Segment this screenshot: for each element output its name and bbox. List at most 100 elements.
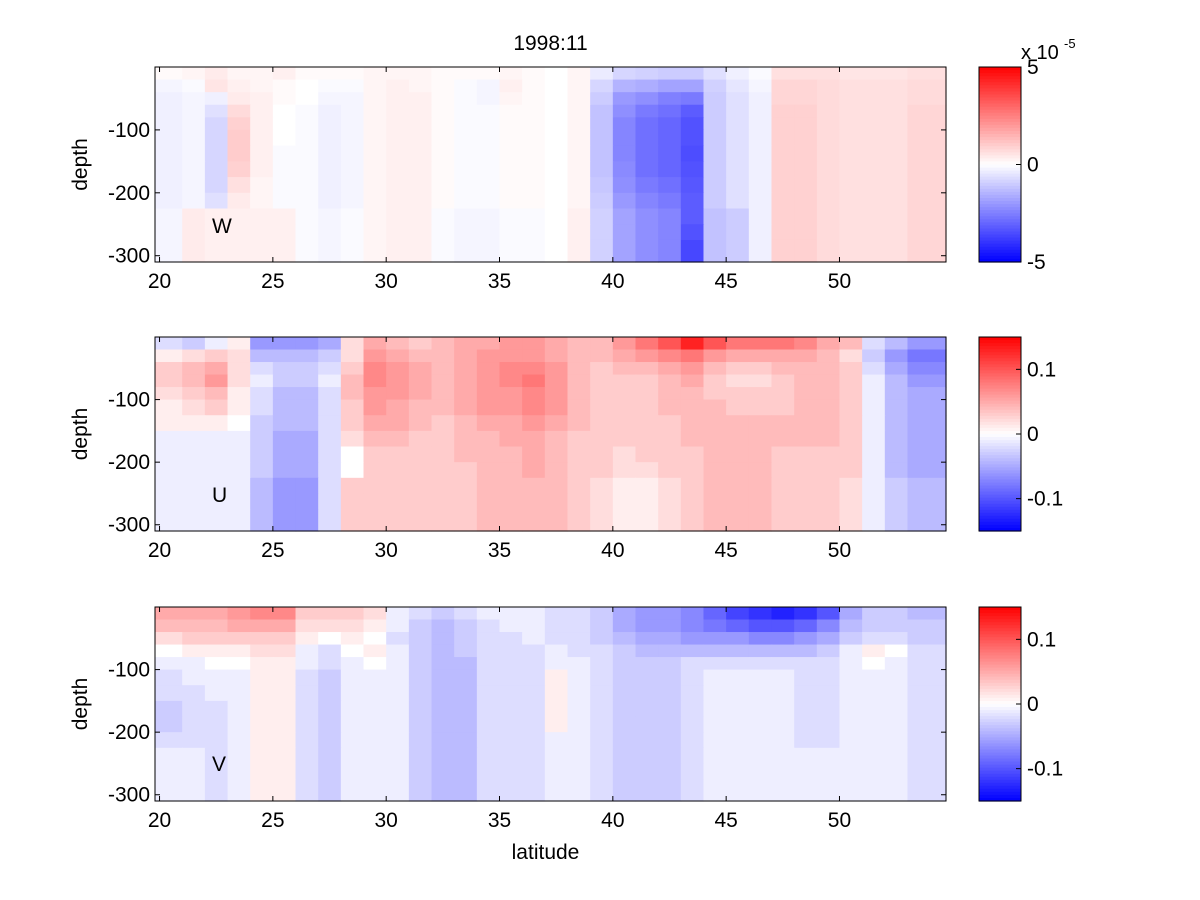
heatmap-cell	[295, 462, 319, 479]
heatmap-cell	[431, 349, 455, 363]
heatmap-cell	[522, 349, 546, 363]
heatmap-cell	[318, 362, 342, 376]
colorbar-segment	[979, 634, 1021, 638]
heatmap-cell	[295, 224, 319, 241]
heatmap-cell	[590, 685, 614, 702]
heatmap-cell	[522, 632, 546, 646]
heatmap-cell	[386, 337, 410, 351]
heatmap-cell	[250, 349, 274, 363]
heatmap-cell	[340, 763, 365, 780]
heatmap-cell	[544, 716, 569, 733]
colorbar-segment	[979, 673, 1021, 678]
heatmap-cell	[499, 779, 523, 802]
heatmap-cell	[431, 387, 455, 401]
heatmap-cell	[386, 632, 410, 646]
heatmap-cell	[340, 430, 365, 448]
heatmap-cell	[590, 387, 614, 401]
heatmap-cell	[318, 337, 342, 351]
heatmap-cell	[703, 779, 727, 802]
heatmap-cell	[726, 493, 750, 510]
heatmap-cell	[182, 619, 206, 633]
colorbar: 0.10-0.1	[978, 336, 1063, 532]
heatmap-cell	[544, 145, 569, 162]
heatmap-cell	[816, 79, 841, 93]
colorbar-segment	[979, 749, 1021, 754]
heatmap-cell	[250, 619, 274, 633]
heatmap-cell	[839, 462, 863, 479]
heatmap-cell	[386, 79, 410, 93]
heatmap-cell	[748, 644, 773, 658]
heatmap-cell	[155, 387, 183, 401]
heatmap-cell	[522, 399, 546, 416]
heatmap-cell	[318, 374, 342, 388]
heatmap-cell	[703, 430, 727, 448]
heatmap-cell	[612, 239, 637, 263]
heatmap-cell	[295, 779, 319, 802]
heatmap-cell	[431, 644, 455, 658]
heatmap-cell	[408, 700, 433, 718]
colorbar-tick-label: 0.1	[1027, 628, 1056, 651]
heatmap-cell	[907, 509, 947, 532]
heatmap-cell	[431, 509, 455, 532]
colorbar-segment	[979, 452, 1021, 456]
heatmap-cell	[295, 446, 319, 463]
heatmap-cell	[431, 716, 455, 733]
heatmap-cell	[318, 657, 342, 671]
heatmap-cell	[907, 779, 947, 802]
heatmap-cell	[522, 477, 546, 495]
heatmap-cell	[658, 349, 682, 363]
heatmap-cell	[794, 177, 818, 194]
heatmap-cell	[155, 67, 183, 81]
heatmap-cell	[499, 117, 523, 131]
heatmap-cell	[907, 415, 947, 432]
heatmap-cell	[703, 415, 727, 432]
colorbar-segment	[979, 437, 1021, 441]
heatmap-cell	[340, 732, 365, 749]
heatmap-cell	[839, 387, 863, 401]
heatmap-cell	[476, 716, 501, 733]
heatmap-cell	[703, 129, 727, 147]
heatmap-cell	[476, 104, 501, 118]
heatmap-cell	[794, 493, 818, 510]
heatmap-cell	[907, 657, 947, 671]
colorbar-segment	[979, 494, 1021, 499]
heatmap-cell	[295, 430, 319, 448]
heatmap-cell	[884, 239, 909, 263]
heatmap-cell	[318, 732, 342, 749]
colorbar-segment	[979, 176, 1021, 181]
heatmap-cell	[182, 462, 206, 479]
heatmap-cell	[567, 362, 591, 376]
heatmap-cell	[862, 430, 886, 448]
heatmap-cell	[408, 145, 433, 162]
heatmap-cell	[635, 747, 659, 765]
heatmap-cell	[862, 192, 886, 210]
heatmap-cell	[726, 446, 750, 463]
heatmap-cell	[295, 161, 319, 178]
heatmap-cell	[816, 129, 841, 147]
heatmap-cell	[884, 669, 909, 686]
heatmap-cell	[748, 67, 773, 81]
heatmap-cell	[363, 619, 387, 633]
colorbar-segment	[979, 440, 1021, 444]
heatmap-cell	[658, 192, 682, 210]
colorbar-segment	[979, 100, 1021, 105]
heatmap-cell	[726, 145, 750, 162]
heatmap-cell	[363, 208, 387, 225]
heatmap-cell	[590, 446, 614, 463]
heatmap-cell	[454, 763, 478, 780]
heatmap-cells	[155, 337, 947, 532]
heatmap-cell	[567, 619, 591, 633]
heatmap-cell	[522, 145, 546, 162]
colorbar-segment	[979, 755, 1021, 760]
heatmap-cell	[794, 79, 818, 93]
heatmap-cell	[612, 644, 637, 658]
heatmap-cell	[816, 430, 841, 448]
heatmap-cell	[794, 192, 818, 210]
heatmap-cell	[862, 669, 886, 686]
colorbar-segment	[979, 512, 1021, 517]
heatmap-cell	[884, 446, 909, 463]
heatmap-cell	[454, 607, 478, 621]
heatmap-cell	[182, 644, 206, 658]
heatmap-cell	[408, 79, 433, 93]
